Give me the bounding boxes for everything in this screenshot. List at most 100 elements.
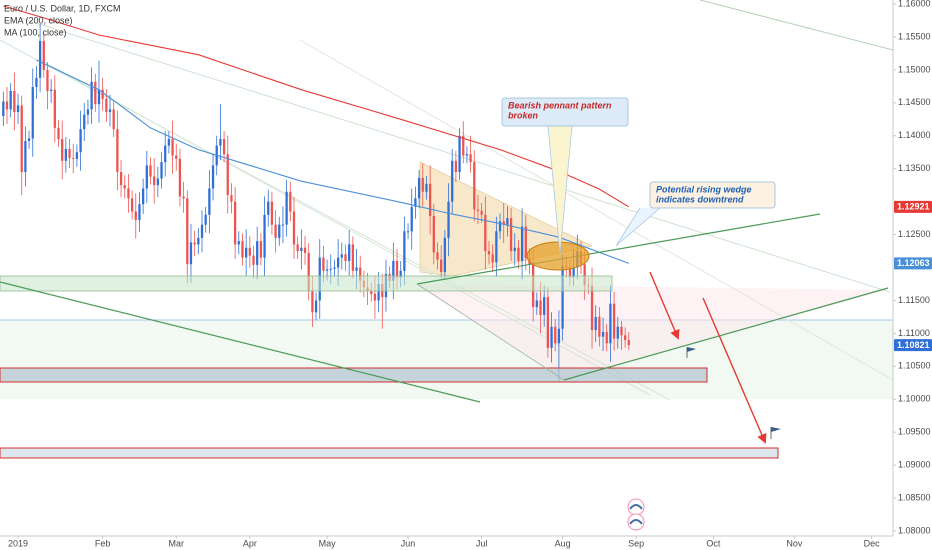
candle-body	[340, 254, 343, 258]
candle-body	[469, 154, 472, 163]
candle-body	[222, 139, 226, 155]
candle-body	[557, 328, 561, 344]
y-tick-label: 1.09500	[898, 427, 931, 437]
flag	[770, 427, 781, 439]
y-tick-label: 1.14500	[898, 97, 931, 107]
candle-body	[572, 267, 575, 278]
candle-body	[208, 188, 211, 215]
candle-body	[160, 162, 163, 179]
annotation-text: Bearish pennant pattern	[508, 100, 612, 110]
price-axis	[893, 0, 932, 550]
candle-body	[292, 211, 296, 245]
candle-body	[5, 101, 9, 110]
candle-body	[414, 198, 417, 207]
y-tick-label: 1.14000	[898, 130, 931, 140]
candle-body	[616, 326, 619, 339]
candle-body	[583, 264, 586, 286]
candle-body	[204, 214, 207, 225]
candle-body	[344, 254, 347, 261]
chart-title: Euro / U.S. Dollar, 1D, FXCM	[4, 3, 121, 13]
candle-body	[325, 269, 329, 271]
candle-body	[42, 40, 45, 70]
candle-body	[517, 247, 520, 261]
candle-body	[233, 201, 237, 245]
candle-body	[406, 231, 410, 233]
y-tick-label: 1.15000	[898, 64, 931, 74]
icon	[627, 498, 645, 531]
candle-body	[451, 160, 454, 202]
candle-body	[395, 260, 399, 278]
time-axis	[0, 536, 932, 550]
candle-body	[417, 177, 421, 199]
target-zone	[0, 447, 779, 459]
candle-body	[399, 270, 402, 278]
candle-body	[377, 283, 380, 301]
candle-body	[211, 165, 215, 189]
price-marker	[894, 339, 932, 352]
candle-body	[50, 89, 53, 91]
candle-body	[86, 109, 90, 115]
candle-body	[333, 267, 336, 269]
candle-body	[263, 214, 266, 258]
candle-body	[101, 89, 104, 99]
candle-body	[94, 81, 97, 105]
candle-body	[359, 267, 362, 281]
candle-body	[561, 266, 564, 329]
candle-body	[237, 241, 240, 245]
candle-body	[322, 257, 325, 271]
candle-body	[355, 267, 358, 271]
candle-body	[612, 303, 616, 339]
candle-body	[598, 316, 601, 337]
candle-body	[153, 176, 156, 186]
candle-body	[373, 293, 377, 301]
x-tick-label: May	[319, 538, 337, 548]
candle-body	[289, 191, 292, 212]
candle-body	[329, 268, 332, 270]
wedge-zone	[417, 284, 888, 380]
candle-body	[24, 141, 27, 172]
x-tick-label: Sep	[628, 538, 644, 548]
x-tick-label: Apr	[243, 538, 257, 548]
candle-body	[601, 332, 605, 337]
drawings-over: Bearish pennant pattern broken Potential…	[0, 97, 889, 531]
x-tick-label: Dec	[864, 538, 881, 548]
candle-body	[454, 160, 458, 172]
candle-body	[138, 204, 141, 221]
trend-line	[0, 281, 481, 403]
candle-body	[620, 326, 623, 336]
candle-body	[462, 135, 465, 156]
candle-body	[123, 185, 126, 189]
candle-body	[38, 40, 42, 78]
candle-body	[9, 90, 12, 110]
callout-pointer	[547, 125, 573, 255]
candle-body	[178, 158, 182, 197]
candle-body	[447, 201, 450, 238]
candle-body	[491, 254, 494, 263]
candle-body	[119, 171, 123, 186]
candle-body	[513, 247, 516, 252]
indicator-line	[3, 5, 630, 208]
candle-body	[61, 139, 64, 161]
candle-body	[149, 165, 152, 177]
candle-body	[432, 216, 435, 253]
arrow	[649, 271, 680, 340]
price-marker-label: 1.12921	[897, 202, 930, 212]
candle-body	[524, 226, 527, 259]
candle-body	[428, 183, 432, 217]
y-tick-label: 1.11500	[898, 295, 930, 305]
annotation-text: Potential rising wedge	[656, 184, 752, 194]
x-tick-label: Nov	[786, 538, 803, 548]
candle-body	[609, 303, 612, 344]
candle-body	[484, 214, 487, 252]
candle-body	[27, 138, 31, 142]
y-tick-label: 1.10500	[898, 361, 931, 371]
candle-body	[164, 145, 167, 163]
candle-body	[219, 139, 222, 146]
candle-body	[259, 241, 263, 258]
support-zone	[0, 320, 893, 399]
candle-body	[465, 154, 469, 156]
y-tick-label: 1.13500	[898, 163, 931, 173]
candle-body	[46, 69, 49, 91]
y-tick-label: 1.15500	[898, 31, 931, 41]
